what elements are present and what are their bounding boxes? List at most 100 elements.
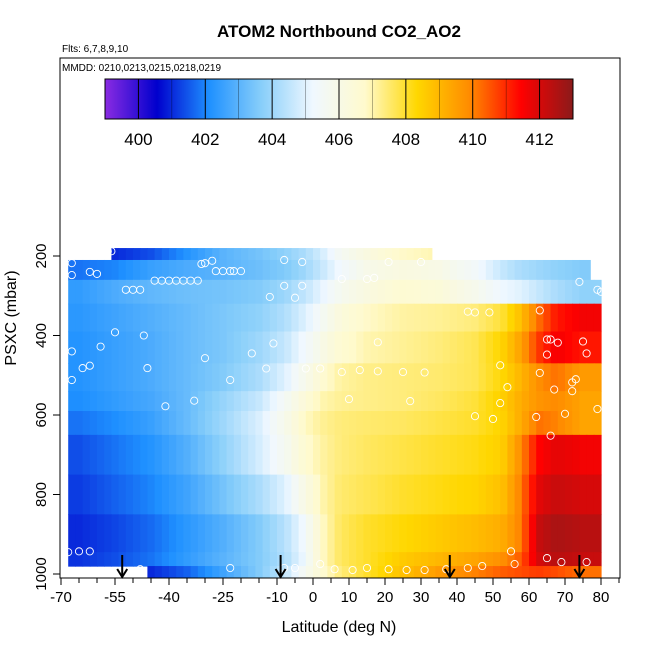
heatmap-cell	[334, 248, 343, 261]
heatmap-cell	[493, 474, 501, 515]
heatmap-cell	[219, 248, 228, 261]
heatmap-cell	[421, 363, 429, 392]
heatmap-cell	[75, 363, 84, 392]
heatmap-cell	[269, 434, 278, 476]
heatmap-cell	[385, 411, 393, 436]
heatmap-cell	[457, 303, 465, 333]
heatmap-cell	[529, 566, 537, 578]
heatmap-cell	[579, 434, 588, 476]
heatmap-cell	[269, 363, 278, 392]
heatmap-cell	[514, 552, 523, 567]
heatmap-cell	[514, 391, 523, 412]
heatmap-cell	[349, 552, 357, 567]
observation-point	[290, 563, 300, 573]
heatmap-cell	[219, 552, 228, 567]
flight-arrow	[573, 555, 586, 579]
heatmap-cell	[298, 566, 307, 578]
heatmap-cell	[262, 552, 271, 567]
heatmap-cell	[226, 363, 235, 392]
heatmap-cell	[485, 259, 494, 281]
heatmap-cell	[226, 248, 235, 261]
heatmap-cell	[485, 434, 494, 476]
heatmap-cell	[557, 363, 566, 392]
observation-point	[280, 255, 289, 265]
heatmap-cell	[421, 303, 429, 333]
heatmap-cell	[176, 391, 184, 412]
heatmap-cell	[579, 474, 588, 515]
heatmap-cell	[154, 411, 163, 436]
heatmap-cell	[255, 363, 264, 392]
heatmap-cell	[406, 434, 415, 476]
heatmap-cell	[298, 363, 307, 392]
heatmap-cell	[219, 411, 228, 436]
heatmap-cell	[377, 279, 386, 305]
heatmap-cell	[104, 331, 112, 364]
heatmap-cell	[305, 259, 314, 281]
heatmap-cell	[435, 259, 444, 281]
heatmap-cell	[471, 363, 480, 392]
heatmap-cell	[557, 411, 566, 436]
heatmap-cell	[140, 279, 148, 305]
observation-point	[193, 276, 202, 285]
heatmap-cell	[97, 514, 105, 553]
heatmap-cell	[226, 331, 235, 364]
y-tick-label: 200	[33, 243, 50, 268]
heatmap-cell	[212, 303, 220, 333]
heatmap-cell	[529, 474, 537, 515]
heatmap-cell	[521, 566, 530, 578]
heatmap-cell	[305, 363, 314, 392]
heatmap-cell	[593, 566, 602, 578]
heatmap-cell	[125, 248, 134, 261]
colorbar-tick-label: 406	[325, 130, 353, 149]
heatmap-cell	[349, 279, 357, 305]
observation-point	[136, 565, 145, 574]
heatmap-cell	[284, 363, 292, 392]
heatmap-cell	[140, 363, 148, 392]
heatmap-cell	[97, 279, 105, 305]
heatmap-cell	[349, 391, 357, 412]
observation-point	[373, 338, 382, 347]
observation-point	[265, 292, 274, 301]
heatmap-cell	[449, 552, 458, 567]
heatmap-cell	[269, 411, 278, 436]
heatmap-cell	[493, 363, 501, 392]
heatmap-cell	[169, 279, 177, 305]
observation-point	[578, 337, 588, 346]
heatmap-cell	[205, 259, 213, 281]
heatmap-cell	[377, 474, 386, 515]
heatmap-cell	[572, 279, 580, 305]
heatmap-cell	[471, 411, 480, 436]
heatmap-cell	[327, 552, 336, 567]
heatmap-cell	[478, 552, 487, 567]
heatmap-cell	[183, 514, 192, 553]
heatmap-cell	[471, 303, 480, 333]
heatmap-cell	[255, 434, 264, 476]
heatmap-cell	[550, 279, 559, 305]
heatmap-cell	[377, 566, 386, 578]
heatmap-cell	[349, 411, 357, 436]
heatmap-cell	[226, 434, 235, 476]
heatmap-cell	[557, 303, 566, 333]
heatmap-cell	[241, 474, 249, 515]
heatmap-cell	[471, 434, 480, 476]
heatmap-cell	[147, 566, 156, 578]
heatmap-cell	[154, 514, 163, 553]
heatmap-cell	[140, 248, 148, 261]
observation-point	[110, 328, 120, 337]
heatmap-cell	[449, 391, 458, 412]
heatmap-cell	[183, 434, 192, 476]
heatmap-cell	[169, 474, 177, 515]
heatmap-cell	[327, 303, 336, 333]
heatmap-cell	[557, 391, 566, 412]
heatmap-cell	[586, 514, 595, 553]
heatmap-cell	[536, 391, 544, 412]
heatmap-cell	[147, 434, 156, 476]
heatmap-cell	[284, 474, 292, 515]
heatmap-cell	[565, 566, 573, 578]
heatmap-cell	[327, 411, 336, 436]
heatmap-cell	[205, 434, 213, 476]
heatmap-cell	[565, 259, 573, 281]
observation-point	[550, 385, 559, 394]
heatmap-cell	[75, 434, 84, 476]
heatmap-cell	[68, 552, 76, 567]
